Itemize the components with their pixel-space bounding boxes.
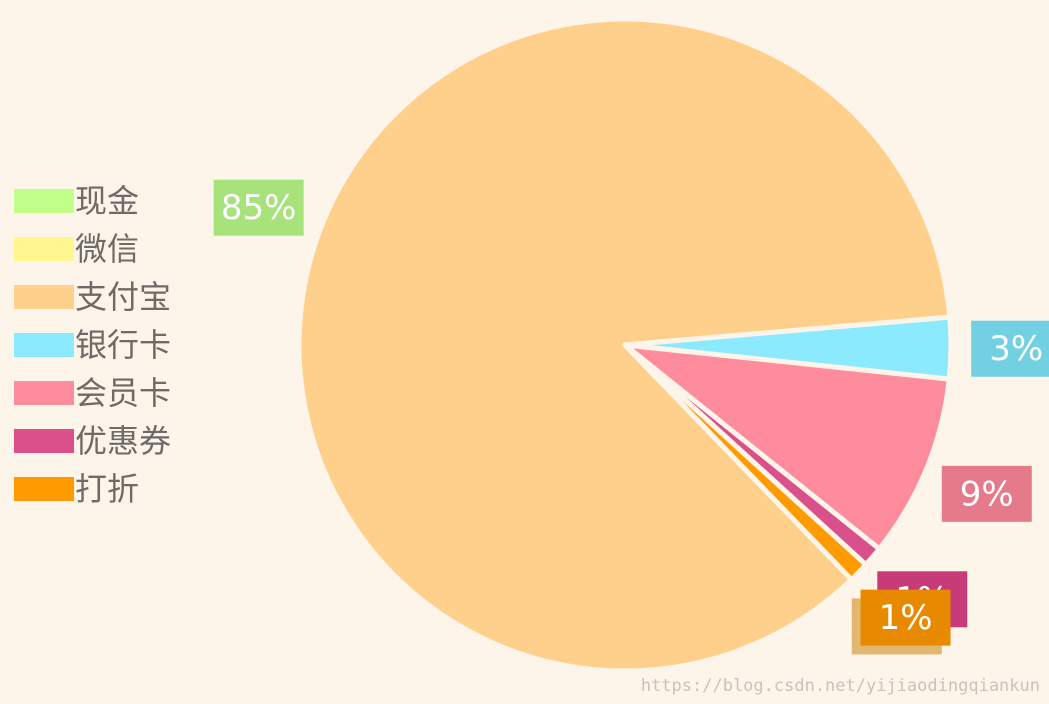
legend-label: 会员卡	[75, 374, 171, 412]
legend-label: 优惠券	[75, 422, 171, 460]
legend-label: 现金	[75, 182, 139, 220]
value-label: 1%	[879, 598, 933, 638]
value-label: 9%	[960, 474, 1014, 514]
legend-swatch	[14, 333, 74, 357]
watermark: https://blog.csdn.net/yijiaodingqiankun	[641, 676, 1040, 696]
value-label-box	[213, 179, 304, 236]
value-label-box	[971, 320, 1049, 377]
legend-label: 银行卡	[75, 326, 171, 364]
legend-swatch	[14, 429, 74, 453]
value-label-box	[860, 589, 951, 646]
value-label-box	[941, 465, 1032, 522]
legend-swatch	[14, 237, 74, 261]
legend-label: 打折	[75, 470, 139, 508]
legend-swatch	[14, 189, 74, 213]
pie-slice	[622, 342, 869, 583]
legend-swatch	[14, 477, 74, 501]
legend-label: 支付宝	[75, 278, 171, 316]
value-label: 85%	[221, 188, 297, 228]
legend-swatch	[14, 381, 74, 405]
legend-swatch	[14, 285, 74, 309]
legend-label: 微信	[75, 230, 139, 268]
value-label: 3%	[989, 329, 1043, 369]
pie-slice	[622, 342, 952, 552]
